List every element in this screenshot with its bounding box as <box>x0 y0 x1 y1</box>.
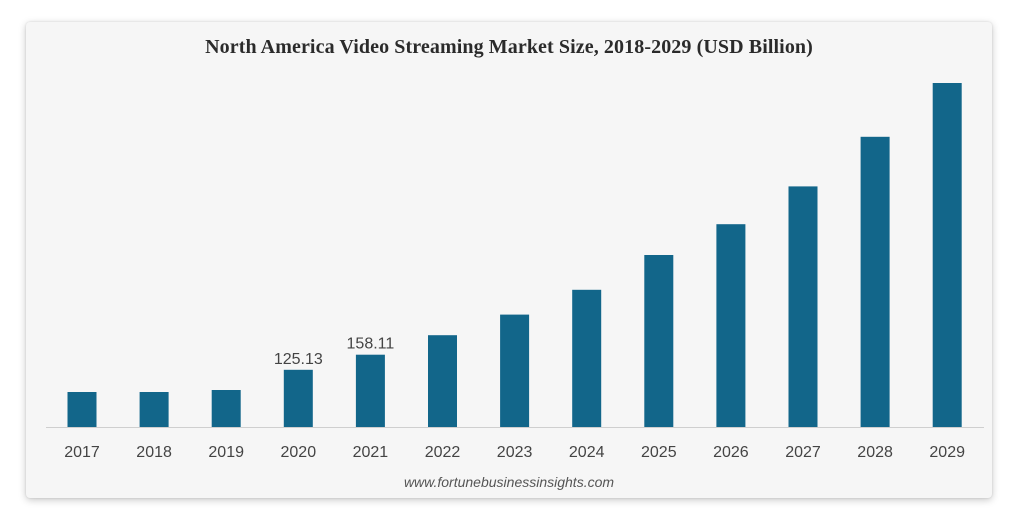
bar-2018 <box>139 392 169 427</box>
x-tick-label-2029: 2029 <box>929 444 965 461</box>
bar-2028 <box>860 136 890 428</box>
bar-2017 <box>67 392 97 427</box>
bar-2020 <box>283 369 313 427</box>
x-tick-label-2019: 2019 <box>208 444 244 461</box>
chart-card: North America Video Streaming Market Siz… <box>26 22 992 498</box>
bar-2021 <box>355 354 385 427</box>
bar-2023 <box>500 314 530 427</box>
x-tick-label-2025: 2025 <box>641 444 677 461</box>
bar-2027 <box>788 186 818 427</box>
x-tick-label-2028: 2028 <box>857 444 893 461</box>
bar-2022 <box>428 335 457 427</box>
bar-2029 <box>932 83 962 427</box>
x-tick-label-2022: 2022 <box>425 444 461 461</box>
bar-chart: 2017 2018 2019 2020 125.13 2021 158.11 2022 2023… <box>46 83 984 461</box>
bar-2019 <box>211 390 241 427</box>
bar-2025 <box>644 255 674 427</box>
data-label-2020: 125.13 <box>274 351 323 368</box>
x-tick-label-2018: 2018 <box>136 444 172 461</box>
x-tick-label-2017: 2017 <box>64 444 100 461</box>
source-credit: www.fortunebusinessinsights.com <box>403 474 615 490</box>
x-tick-label-2026: 2026 <box>713 444 749 461</box>
x-tick-label-2027: 2027 <box>785 444 821 461</box>
x-tick-label-2023: 2023 <box>497 444 533 461</box>
x-tick-label-2020: 2020 <box>281 444 317 461</box>
bar-2024 <box>572 289 602 427</box>
x-tick-label-2021: 2021 <box>353 444 389 461</box>
x-tick-label-2024: 2024 <box>569 444 605 461</box>
data-label-2021: 158.11 <box>347 336 395 353</box>
chart-title: North America Video Streaming Market Siz… <box>205 36 813 58</box>
bar-2026 <box>716 224 746 427</box>
